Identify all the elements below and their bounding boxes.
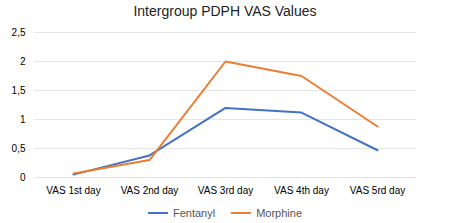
html-text:Intergroup PDPH VAS Values: Intergroup PDPH VAS Values [133, 3, 317, 19]
svg-text:VAS 5rd day: VAS 5rd day [350, 185, 405, 196]
html-text:Morphine: Morphine [256, 207, 302, 219]
svg-text:2,5: 2,5 [12, 27, 26, 38]
svg-text:VAS 4th day: VAS 4th day [274, 185, 329, 196]
svg-text:VAS 3rd day: VAS 3rd day [198, 185, 253, 196]
html-text:Fentanyl: Fentanyl [173, 207, 216, 219]
svg-text:VAS 2nd day: VAS 2nd day [121, 185, 179, 196]
svg-text:0: 0 [20, 172, 26, 183]
svg-text:1,5: 1,5 [12, 85, 26, 96]
svg-text:1: 1 [20, 114, 26, 125]
svg-text:0,5: 0,5 [12, 143, 26, 154]
svg-text:VAS 1st day: VAS 1st day [46, 185, 100, 196]
svg-text:2: 2 [20, 56, 26, 67]
